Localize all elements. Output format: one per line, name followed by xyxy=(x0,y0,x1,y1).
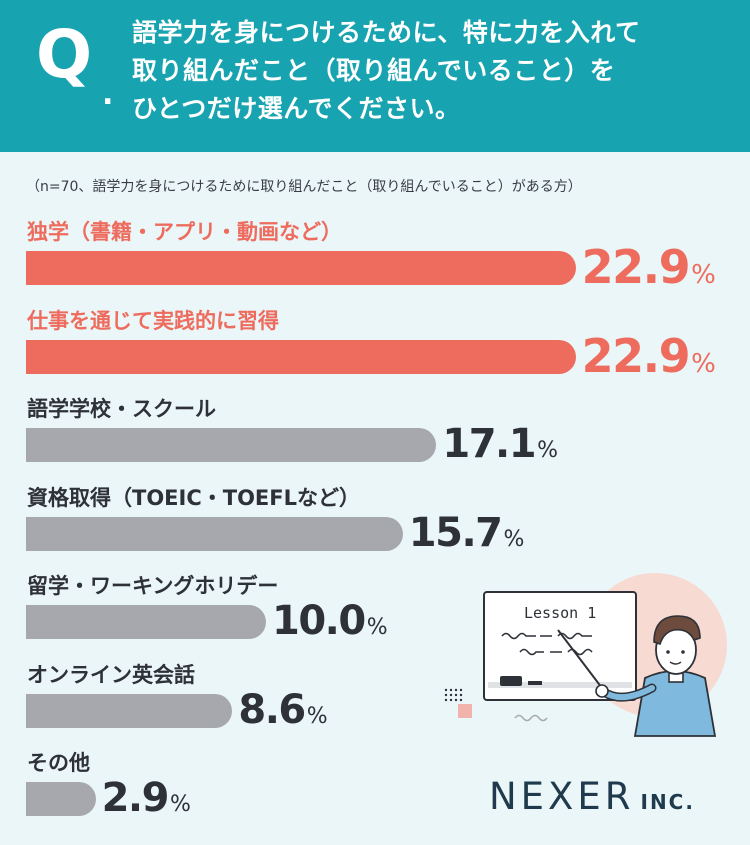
value-label: 22.9% xyxy=(582,244,716,290)
q-mark: Q xyxy=(36,16,93,93)
logo-text: NEXER xyxy=(489,775,635,818)
teacher-hand xyxy=(595,684,609,698)
category-label: 独学（書籍・アプリ・動画など） xyxy=(27,220,342,244)
logo-suffix: INC. xyxy=(640,790,695,814)
value-unit: % xyxy=(691,348,716,379)
eraser xyxy=(500,676,522,686)
value-label: 22.9% xyxy=(582,333,716,379)
value-number: 22.9 xyxy=(581,328,691,383)
dot-pattern xyxy=(444,688,463,702)
pink-square xyxy=(458,704,472,718)
category-label: 留学・ワーキングホリデー xyxy=(27,574,279,598)
value-label: 2.9% xyxy=(102,778,191,818)
board-tray xyxy=(488,682,632,688)
nexer-logo: NEXER INC. xyxy=(489,778,695,815)
value-number: 2.9 xyxy=(101,775,170,821)
value-label: 10.0% xyxy=(272,601,388,641)
value-label: 17.1% xyxy=(442,424,558,464)
whiteboard-text: Lesson 1 xyxy=(524,604,596,622)
scribble-line-1 xyxy=(501,632,592,640)
teacher-hair xyxy=(653,615,701,646)
value-label: 8.6% xyxy=(238,690,327,730)
value-number: 22.9 xyxy=(581,240,691,294)
value-number: 8.6 xyxy=(238,686,306,733)
wavy-line xyxy=(514,714,548,722)
value-number: 10.0 xyxy=(272,598,366,644)
bar xyxy=(26,428,437,462)
teacher-eye xyxy=(666,650,670,654)
value-unit: % xyxy=(366,615,388,640)
value-unit: % xyxy=(306,703,328,729)
question-text: 語学力を身につけるために、特に力を入れて 取り組んだこと（取り組んでいること）を… xyxy=(132,18,641,123)
category-label: 資格取得（TOEIC・TOEFLなど） xyxy=(27,485,360,510)
pointer-stick xyxy=(557,629,603,689)
value-unit: % xyxy=(691,260,716,290)
teacher-eye-2 xyxy=(681,650,685,654)
question-header: Q . 語学力を身につけるために、特に力を入れて 取り組んだこと（取り組んでいる… xyxy=(0,0,750,152)
bar xyxy=(26,516,403,551)
bar xyxy=(26,339,576,374)
category-label: その他 xyxy=(27,751,90,775)
value-number: 17.1 xyxy=(442,421,536,467)
value-label: 15.7% xyxy=(409,513,525,553)
bar xyxy=(26,251,576,285)
teacher-illustration: Lesson 1 xyxy=(444,573,727,737)
value-unit: % xyxy=(503,526,525,552)
marker xyxy=(528,681,542,685)
q-dot: . xyxy=(102,77,114,112)
category-label: 語学学校・スクール xyxy=(27,397,216,421)
value-unit: % xyxy=(169,792,191,817)
value-unit: % xyxy=(537,438,558,463)
teacher-smile xyxy=(669,661,682,665)
bar xyxy=(26,605,266,639)
whiteboard xyxy=(483,591,637,701)
sample-note: （n=70、語学力を身につけるために取り組んだこと（取り組んでいること）がある方… xyxy=(26,179,582,195)
category-label: 仕事を通じて実践的に習得 xyxy=(27,308,279,333)
bar xyxy=(26,693,233,728)
bar xyxy=(26,782,96,816)
category-label: オンライン英会話 xyxy=(27,662,195,687)
value-number: 15.7 xyxy=(408,509,503,556)
